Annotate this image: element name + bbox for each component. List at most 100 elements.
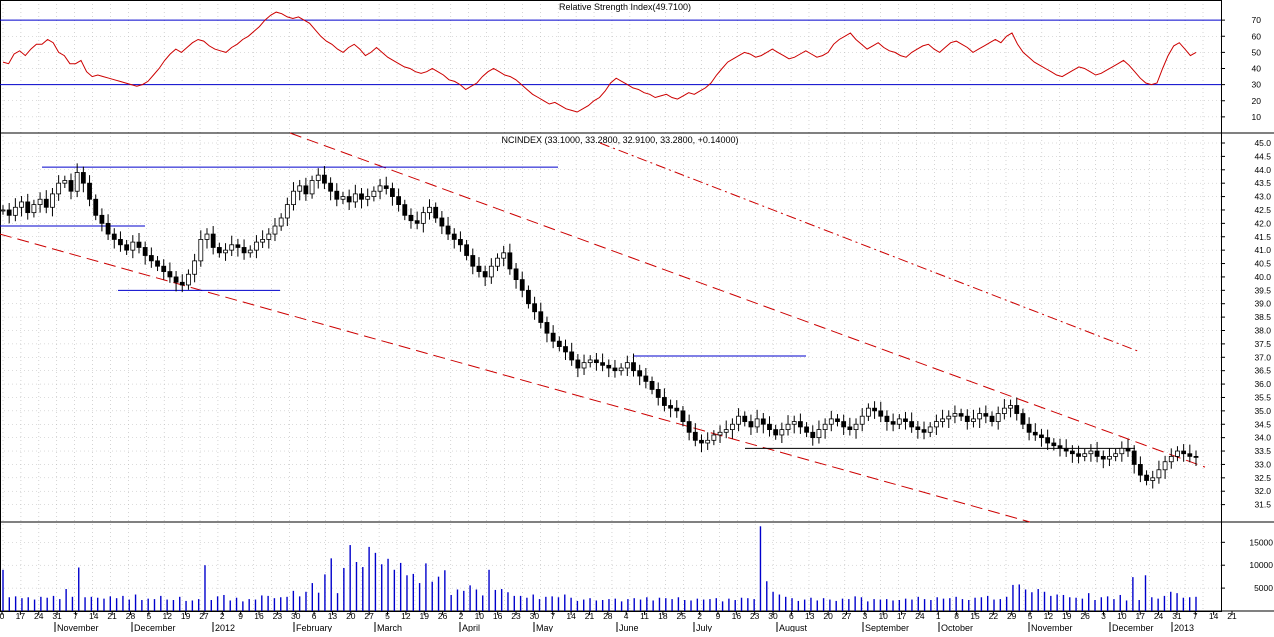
- price-bar-body: [62, 180, 68, 184]
- price-bar-body: [550, 332, 556, 342]
- x-day-label: 6: [789, 611, 794, 621]
- price-bar-body: [74, 172, 80, 192]
- price-bar-body: [476, 265, 482, 272]
- price-bar-body: [179, 281, 185, 286]
- price-bar-body: [544, 322, 550, 334]
- price-tick-label: 39.0: [1254, 299, 1271, 309]
- price-bar-body: [606, 364, 612, 369]
- price-bar-body: [334, 190, 340, 200]
- price-bar-body: [662, 397, 667, 406]
- price-bar-body: [841, 421, 847, 428]
- price-bar-body: [556, 340, 562, 347]
- price-bar-body: [785, 423, 791, 431]
- price-bar-body: [977, 413, 983, 420]
- x-day-label: 1: [936, 611, 941, 621]
- price-bar-body: [433, 206, 439, 219]
- x-day-label: 31: [1172, 611, 1182, 621]
- x-day-label: 30: [768, 611, 778, 621]
- price-bar-body: [247, 249, 253, 254]
- price-bar-body: [173, 276, 179, 283]
- x-day-label: 13: [328, 611, 338, 621]
- x-month-label: 2012: [215, 623, 235, 632]
- price-title: NCINDEX (33.1000, 33.2800, 32.9100, 33.2…: [502, 135, 739, 145]
- price-bar-body: [1137, 464, 1143, 476]
- x-day-label: 7: [73, 611, 78, 621]
- price-bar-body: [6, 209, 12, 216]
- x-day-label: 18: [658, 611, 668, 621]
- price-bar-body: [1076, 453, 1081, 457]
- x-day-label: 28: [126, 611, 136, 621]
- price-bar-body: [278, 217, 284, 227]
- price-bar-body: [952, 413, 958, 417]
- x-day-label: 31: [52, 611, 62, 621]
- price-bar-body: [427, 206, 432, 214]
- x-day-label: 10: [475, 611, 485, 621]
- x-day-label: 9: [716, 611, 721, 621]
- x-day-label: 17: [16, 611, 26, 621]
- price-bar-body: [1156, 469, 1162, 479]
- price-tick-label: 44.5: [1254, 151, 1271, 161]
- x-day-label: 15: [970, 611, 980, 621]
- x-day-label: 26: [1080, 611, 1090, 621]
- price-bar-body: [451, 233, 457, 240]
- volume-tick-label: 15000: [1249, 537, 1273, 547]
- price-bar-body: [1181, 450, 1187, 455]
- grid-layer: [0, 0, 1221, 611]
- price-tick-label: 36.5: [1254, 366, 1271, 376]
- price-bar-body: [587, 359, 593, 364]
- chart-frame: [0, 0, 1222, 612]
- channel-outer-line: [599, 142, 1141, 353]
- rsi-tick-label: 70: [1252, 15, 1262, 25]
- price-tick-label: 43.5: [1254, 178, 1271, 188]
- price-bar-body: [303, 185, 309, 195]
- x-day-label: 20: [346, 611, 356, 621]
- price-bar-body: [680, 410, 686, 422]
- price-bar-body: [37, 198, 43, 206]
- price-bar-body: [1057, 445, 1063, 449]
- x-day-label: 17: [1135, 611, 1145, 621]
- price-tick-label: 34.0: [1254, 433, 1271, 443]
- x-day-label: 11: [640, 611, 649, 621]
- price-bar-body: [995, 413, 1001, 422]
- price-bar-body: [192, 260, 198, 275]
- price-bar-body: [797, 421, 803, 428]
- x-day-label: 24: [915, 611, 925, 621]
- price-tick-label: 37.5: [1254, 339, 1271, 349]
- price-bar-body: [865, 407, 871, 417]
- price-bar-body: [971, 418, 976, 422]
- price-bar-body: [569, 351, 575, 361]
- price-bar-body: [254, 241, 259, 251]
- price-bar-body: [779, 429, 785, 436]
- x-day-label: 9: [238, 611, 243, 621]
- x-month-label: October: [941, 623, 973, 632]
- price-bar-body: [791, 421, 797, 425]
- price-tick-label: 42.5: [1254, 205, 1271, 215]
- price-bar-body: [921, 429, 927, 433]
- x-day-label: 30: [291, 611, 301, 621]
- rsi-panel: Relative Strength Index(49.7100) 10 20 30 4…: [0, 2, 1261, 122]
- price-bar-body: [927, 426, 933, 433]
- price-bar-body: [495, 257, 500, 267]
- x-day-label: 7: [1193, 611, 1198, 621]
- price-bar-body: [748, 421, 754, 428]
- rsi-line: [2, 11, 1197, 113]
- x-month-label: February: [296, 623, 333, 632]
- price-bar-body: [711, 434, 717, 441]
- price-bar-body: [618, 367, 624, 372]
- price-bar-body: [1045, 437, 1051, 444]
- x-day-label: 24: [34, 611, 44, 621]
- x-month-label: March: [377, 623, 402, 632]
- x-day-label: 23: [273, 611, 283, 621]
- price-bar-body: [575, 359, 581, 369]
- rsi-tick-label: 30: [1252, 80, 1262, 90]
- price-tick-label: 42.0: [1254, 218, 1271, 228]
- price-bar-body: [420, 212, 426, 224]
- x-month-label: 2013: [1174, 623, 1194, 632]
- price-bar-body: [470, 255, 476, 267]
- price-bar-body: [130, 241, 136, 251]
- price-bar-body: [272, 225, 278, 235]
- panel-frames: [0, 0, 1274, 612]
- price-bar-body: [668, 405, 673, 409]
- price-bar-body: [828, 418, 834, 425]
- price-bar-body: [631, 362, 636, 372]
